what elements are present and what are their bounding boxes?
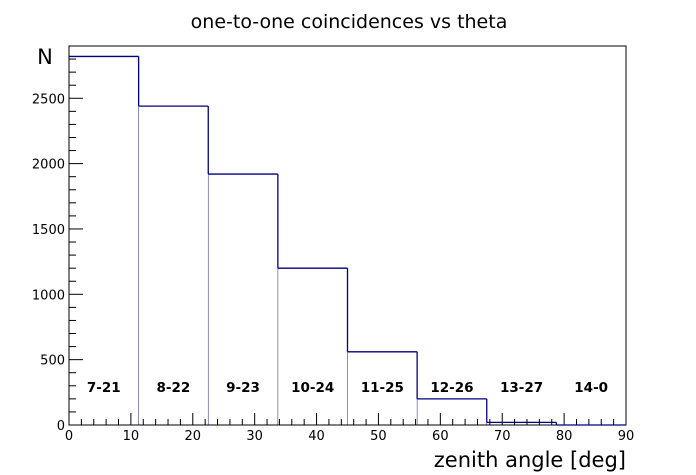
x-tick-label: 10 <box>123 429 140 444</box>
x-tick-label: 30 <box>246 429 263 444</box>
bin-label: 14-0 <box>574 380 608 396</box>
bin-labels: 7-21 8-22 9-23 10-24 11-25 12-26 13-27 14-0 <box>87 380 608 396</box>
x-tick-label: 20 <box>185 429 202 444</box>
y-axis-title: N <box>37 45 53 69</box>
x-tick-label: 50 <box>370 429 387 444</box>
y-tick-label: 2500 <box>32 92 65 107</box>
bin-label: 10-24 <box>291 380 334 396</box>
bin-label: 13-27 <box>500 380 543 396</box>
x-axis: 0 10 20 30 40 50 60 70 80 90 <box>65 413 634 444</box>
y-tick-label: 2000 <box>32 158 65 173</box>
bin-label: 12-26 <box>430 380 473 396</box>
x-tick-label: 0 <box>65 429 73 444</box>
y-tick-label: 500 <box>40 354 65 369</box>
y-axis: 0 500 1000 1500 2000 2500 <box>32 45 83 434</box>
bin-label: 7-21 <box>87 380 121 396</box>
chart-title: one-to-one coincidences vs theta <box>191 11 508 33</box>
y-tick-label: 1500 <box>32 223 65 238</box>
x-tick-label: 80 <box>556 429 573 444</box>
y-tick-label: 1000 <box>32 288 65 303</box>
x-tick-label: 40 <box>308 429 325 444</box>
bin-label: 8-22 <box>157 380 191 396</box>
x-tick-label: 90 <box>618 429 635 444</box>
histogram-bins <box>69 55 626 426</box>
bin-label: 9-23 <box>226 380 260 396</box>
bin-label: 11-25 <box>361 380 404 396</box>
x-axis-title: zenith angle [deg] <box>434 448 626 472</box>
x-tick-label: 70 <box>494 429 511 444</box>
y-tick-label: 0 <box>57 419 65 434</box>
x-tick-label: 60 <box>432 429 449 444</box>
